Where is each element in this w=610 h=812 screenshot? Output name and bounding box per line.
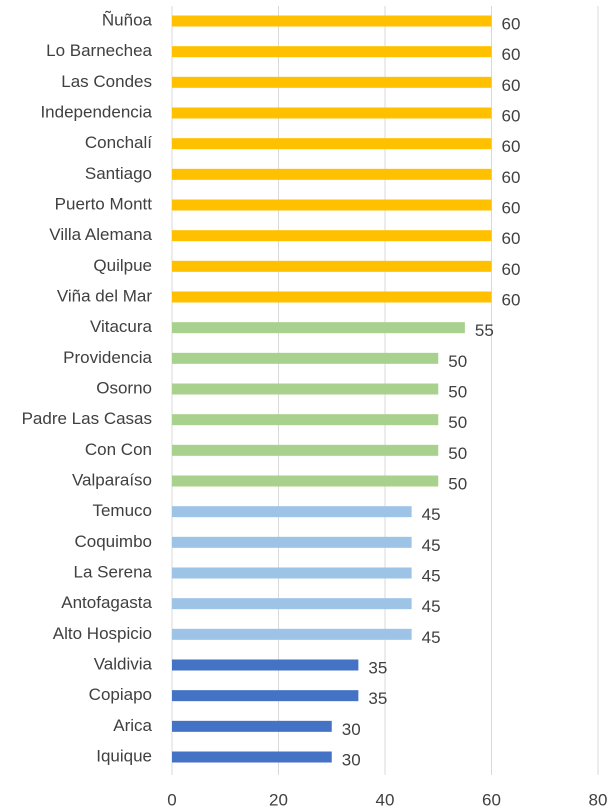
bar bbox=[172, 230, 492, 242]
bar bbox=[172, 138, 492, 150]
value-label: 60 bbox=[502, 14, 521, 33]
bar bbox=[172, 352, 439, 364]
y-tick-label: Las Condes bbox=[61, 72, 152, 91]
y-tick-label: Copiapo bbox=[89, 685, 152, 704]
bar bbox=[172, 107, 492, 119]
bar bbox=[172, 444, 439, 456]
y-tick-label: Alto Hospicio bbox=[53, 624, 152, 643]
value-label: 60 bbox=[502, 106, 521, 125]
y-tick-label: Ñuñoa bbox=[102, 10, 153, 29]
value-label: 45 bbox=[422, 597, 441, 616]
value-label: 50 bbox=[448, 382, 467, 401]
value-label: 60 bbox=[502, 45, 521, 64]
y-tick-label: Viña del Mar bbox=[57, 286, 152, 305]
value-label: 30 bbox=[342, 720, 361, 739]
y-tick-label: Valparaíso bbox=[72, 470, 152, 489]
bar bbox=[172, 751, 332, 763]
y-tick-label: Independencia bbox=[40, 102, 152, 121]
value-label: 30 bbox=[342, 750, 361, 769]
value-label: 45 bbox=[422, 566, 441, 585]
value-label: 45 bbox=[422, 505, 441, 524]
value-label: 35 bbox=[368, 658, 387, 677]
value-label: 60 bbox=[502, 260, 521, 279]
bar bbox=[172, 260, 492, 272]
x-tick-label: 80 bbox=[589, 790, 608, 809]
x-tick-label: 20 bbox=[269, 790, 288, 809]
bar bbox=[172, 475, 439, 487]
value-label: 50 bbox=[448, 352, 467, 371]
value-label: 60 bbox=[502, 290, 521, 309]
y-tick-label: Iquique bbox=[96, 746, 152, 765]
y-tick-label: Conchalí bbox=[85, 133, 152, 152]
y-tick-label: Osorno bbox=[96, 378, 152, 397]
bar bbox=[172, 291, 492, 303]
y-tick-label: La Serena bbox=[74, 562, 153, 581]
y-tick-label: Valdivia bbox=[94, 654, 153, 673]
bar bbox=[172, 659, 359, 671]
value-label: 50 bbox=[448, 474, 467, 493]
bar bbox=[172, 567, 412, 579]
y-tick-label: Santiago bbox=[85, 164, 152, 183]
bar bbox=[172, 690, 359, 702]
value-label: 60 bbox=[502, 137, 521, 156]
x-tick-label: 60 bbox=[482, 790, 501, 809]
value-label: 45 bbox=[422, 536, 441, 555]
y-tick-label: Con Con bbox=[85, 440, 152, 459]
y-tick-label: Villa Alemana bbox=[49, 225, 152, 244]
y-tick-label: Antofagasta bbox=[61, 593, 152, 612]
value-label: 60 bbox=[502, 198, 521, 217]
value-label: 60 bbox=[502, 229, 521, 248]
x-tick-label: 40 bbox=[376, 790, 395, 809]
value-label: 55 bbox=[475, 321, 494, 340]
y-tick-label: Vitacura bbox=[90, 317, 153, 336]
x-tick-label: 0 bbox=[167, 790, 176, 809]
value-label: 50 bbox=[448, 444, 467, 463]
y-tick-label: Temuco bbox=[92, 501, 152, 520]
y-tick-label: Quilpue bbox=[93, 256, 152, 275]
bar bbox=[172, 46, 492, 58]
bar bbox=[172, 383, 439, 395]
bar bbox=[172, 506, 412, 518]
bar bbox=[172, 720, 332, 732]
y-tick-label: Arica bbox=[113, 716, 152, 735]
value-label: 35 bbox=[368, 689, 387, 708]
bar bbox=[172, 168, 492, 180]
y-tick-label: Lo Barnechea bbox=[46, 41, 152, 60]
bar bbox=[172, 598, 412, 610]
value-label: 60 bbox=[502, 76, 521, 95]
y-tick-label: Puerto Montt bbox=[55, 194, 153, 213]
y-tick-label: Padre Las Casas bbox=[22, 409, 152, 428]
value-label: 50 bbox=[448, 413, 467, 432]
value-label: 60 bbox=[502, 168, 521, 187]
bar bbox=[172, 15, 492, 27]
y-tick-label: Coquimbo bbox=[75, 532, 153, 551]
bar bbox=[172, 199, 492, 211]
value-label: 45 bbox=[422, 628, 441, 647]
bar bbox=[172, 76, 492, 88]
bar bbox=[172, 414, 439, 426]
bar bbox=[172, 628, 412, 640]
bar bbox=[172, 322, 465, 334]
y-tick-label: Providencia bbox=[63, 348, 152, 367]
bar bbox=[172, 536, 412, 548]
